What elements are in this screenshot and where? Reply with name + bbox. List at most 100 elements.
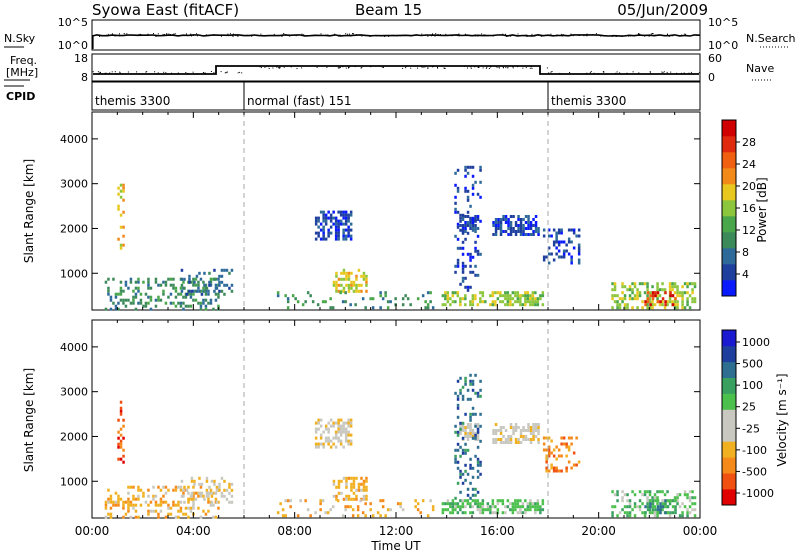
data-cell (529, 508, 532, 512)
data-cell (454, 300, 457, 304)
data-cell (339, 213, 343, 217)
data-cell (127, 500, 130, 504)
data-cell (188, 274, 191, 278)
data-cell (661, 288, 664, 292)
data-cell (521, 294, 525, 298)
data-cell (190, 479, 194, 483)
nsearch-point (289, 35, 291, 37)
data-cell (454, 430, 457, 434)
data-cell (471, 505, 475, 509)
data-cell (344, 436, 348, 440)
nsearch-point (510, 35, 512, 37)
data-cell (456, 466, 460, 470)
data-cell (124, 500, 128, 504)
nsearch-point (283, 33, 285, 34)
data-cell (479, 439, 482, 443)
data-cell (577, 234, 581, 238)
data-cell (456, 294, 460, 298)
data-cell (139, 301, 143, 305)
data-cell (317, 427, 320, 431)
data-cell (157, 512, 160, 516)
data-cell (646, 282, 649, 286)
data-cell (633, 297, 637, 301)
data-cell (497, 218, 500, 221)
data-cell (512, 230, 515, 233)
data-cell (471, 499, 475, 503)
nsearch-point (163, 34, 165, 35)
nsearch-point (564, 35, 566, 37)
data-cell (529, 438, 533, 441)
nave-point (505, 67, 507, 69)
data-cell (459, 224, 462, 227)
nsearch-point (672, 35, 674, 37)
data-cell (491, 499, 495, 503)
data-cell (344, 291, 347, 295)
nsearch-point (350, 35, 352, 37)
data-cell (524, 499, 527, 503)
data-cell (529, 303, 532, 307)
data-cell (669, 511, 672, 515)
data-cell (527, 233, 530, 236)
nsearch-point (347, 33, 349, 35)
data-cell (129, 280, 133, 284)
data-cell (124, 512, 128, 516)
data-cell (534, 300, 537, 304)
data-cell (504, 438, 508, 441)
data-cell (536, 300, 540, 304)
data-cell (332, 442, 335, 446)
nsearch-point (191, 35, 193, 37)
nave-point (690, 71, 692, 73)
data-cell (514, 426, 518, 429)
y-tick-label: 2000 (60, 430, 88, 443)
data-cell (317, 445, 320, 449)
data-cell (653, 505, 657, 509)
data-cell (547, 454, 551, 458)
nsearch-point (474, 35, 476, 37)
data-cell (327, 228, 330, 232)
data-cell (205, 488, 209, 492)
data-cell (526, 294, 530, 298)
data-cell (329, 306, 332, 310)
nsearch-point (650, 33, 652, 35)
data-cell (365, 280, 368, 284)
data-cell (319, 433, 323, 437)
nsearch-point (437, 33, 439, 35)
data-cell (319, 222, 323, 226)
data-cell (228, 271, 231, 275)
data-cell (456, 481, 460, 485)
data-cell (461, 481, 465, 485)
data-cell (192, 298, 195, 302)
data-cell (641, 493, 644, 497)
data-cell (476, 469, 480, 473)
data-cell (526, 502, 530, 506)
data-cell (339, 219, 343, 223)
data-cell (674, 511, 677, 515)
data-cell (157, 485, 160, 489)
data-cell (489, 505, 492, 509)
data-cell (646, 499, 649, 503)
data-cell (504, 297, 507, 301)
data-cell (476, 445, 480, 449)
data-cell (352, 497, 356, 501)
nave-point (569, 72, 571, 73)
data-cell (182, 307, 185, 311)
data-cell (479, 463, 482, 467)
data-cell (174, 304, 178, 308)
data-cell (661, 490, 664, 494)
data-cell (471, 216, 475, 220)
nsearch-point (163, 34, 164, 36)
data-cell (189, 506, 193, 510)
data-cell (164, 283, 168, 287)
cpid-segment-label: themis 3300 (551, 94, 626, 108)
data-cell (139, 298, 143, 302)
data-cell (192, 500, 195, 504)
data-cell (469, 204, 472, 208)
data-cell (476, 475, 480, 479)
nsearch-point (421, 33, 423, 35)
data-cell (119, 497, 123, 501)
data-cell (337, 436, 340, 440)
data-cell (188, 289, 191, 293)
nsearch-point (384, 36, 386, 37)
data-cell (661, 300, 664, 304)
data-cell (691, 502, 694, 506)
